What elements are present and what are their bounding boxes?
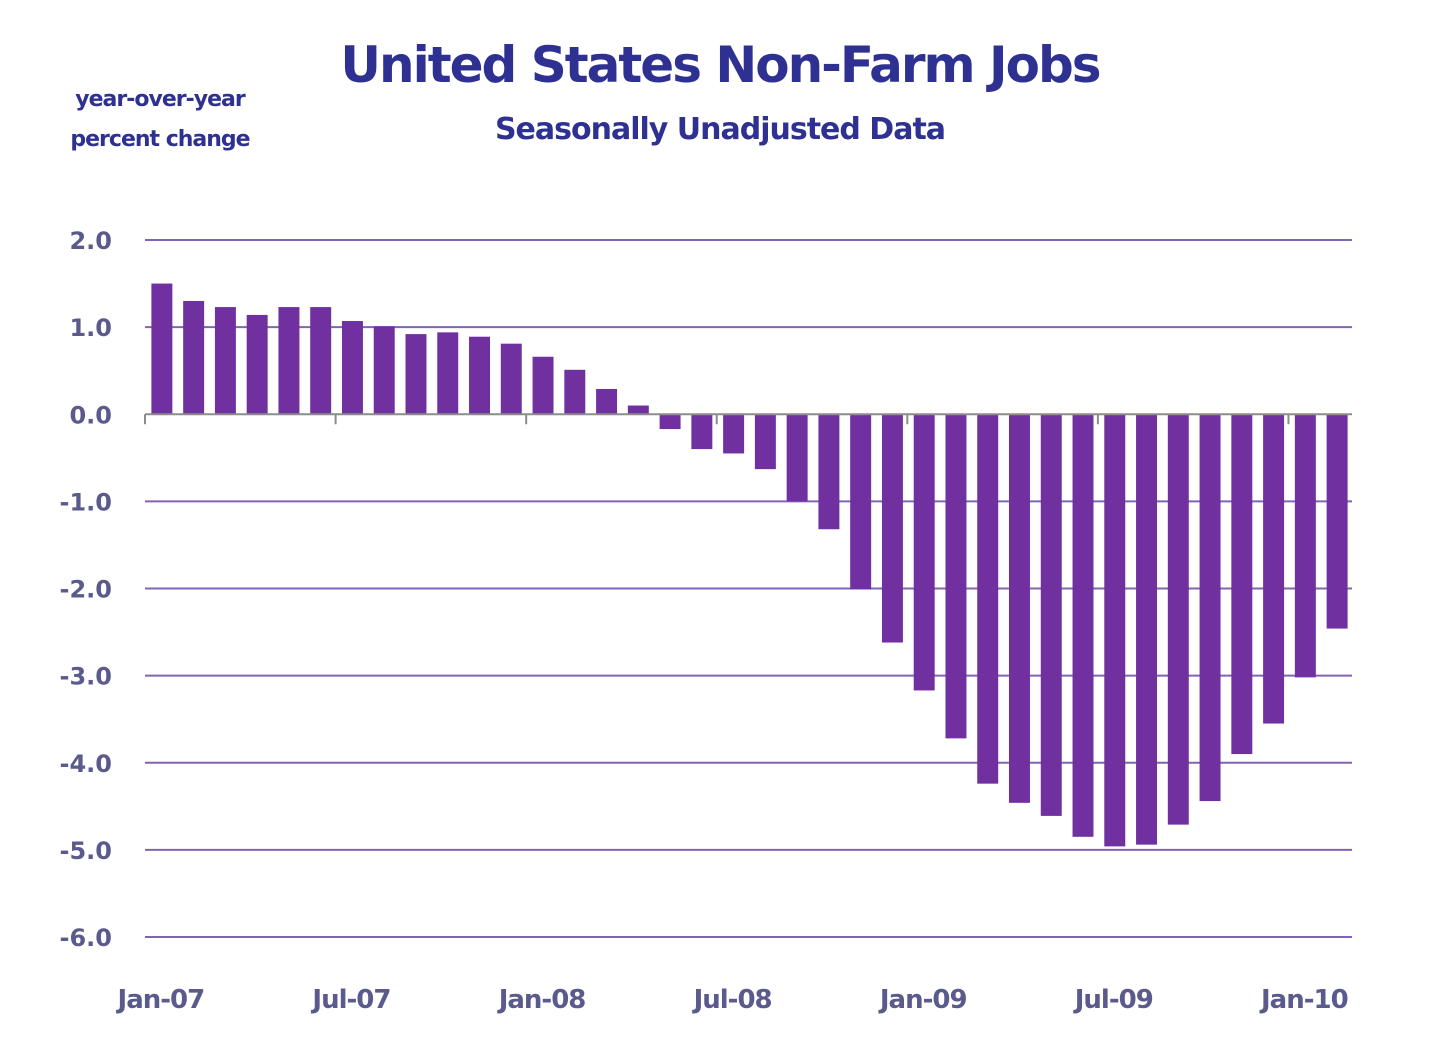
bar-feb-08: [564, 369, 586, 415]
x-tick-label: Jan-09: [878, 985, 967, 1015]
bar-dec-07: [500, 343, 522, 415]
bar-feb-09: [945, 414, 967, 739]
bar-jan-08: [532, 356, 554, 415]
bar-sep-08: [786, 414, 808, 502]
x-axis-ticks: Jan-07 Jul-07 Jan-08 Jul-08 Jan-09 Jul-09 Jan-…: [116, 985, 1349, 1015]
bar-jul-08: [723, 414, 745, 454]
bar-jun-08: [691, 414, 713, 450]
x-tick-label: Jan-08: [497, 985, 586, 1015]
y-tick-label: -1.0: [60, 488, 112, 516]
x-tick-label: Jul-07: [310, 985, 390, 1015]
bar-sep-09: [1167, 414, 1189, 825]
x-tick-label: Jul-09: [1073, 985, 1153, 1015]
y-tick-label: -6.0: [60, 924, 112, 952]
bar-mar-08: [596, 388, 618, 415]
y-tick-label: 1.0: [69, 314, 112, 342]
bar-may-09: [1040, 414, 1062, 816]
bar-feb-07: [183, 300, 205, 415]
bar-oct-08: [818, 414, 840, 530]
bar-mar-09: [977, 414, 999, 784]
chart-subtitle: Seasonally Unadjusted Data: [494, 112, 946, 147]
bar-sep-07: [405, 334, 427, 415]
chart-title: United States Non-Farm Jobs: [340, 36, 1101, 94]
bar-oct-09: [1199, 414, 1221, 802]
x-tick-label: Jul-08: [692, 985, 772, 1015]
bar-aug-08: [754, 414, 776, 470]
y-axis-label-line-1: year-over-year: [75, 87, 245, 112]
bar-jun-07: [310, 307, 332, 415]
y-tick-label: -2.0: [60, 576, 112, 604]
bar-feb-10: [1326, 414, 1348, 629]
bar-aug-07: [373, 326, 395, 415]
y-axis-label-line-2: percent change: [70, 127, 250, 152]
y-axis-label: year-over-year percent change: [40, 80, 280, 160]
bar-oct-07: [437, 332, 459, 415]
bar-apr-07: [246, 314, 268, 415]
y-tick-label: 2.0: [69, 227, 112, 255]
bar-jan-07: [151, 283, 173, 415]
y-tick-label: -5.0: [60, 837, 112, 865]
bar-nov-09: [1231, 414, 1253, 755]
bar-nov-07: [469, 336, 490, 415]
bar-jan-10: [1294, 414, 1316, 678]
x-axis: [144, 413, 1352, 425]
bar-mar-07: [214, 307, 236, 415]
bar-dec-09: [1263, 414, 1285, 724]
bar-jul-09: [1104, 414, 1126, 847]
x-tick-label: Jan-07: [116, 985, 205, 1015]
x-tick-label: Jan-10: [1259, 985, 1348, 1015]
y-tick-label: 0.0: [69, 401, 112, 429]
bar-jun-09: [1072, 414, 1094, 837]
bar-may-07: [278, 307, 300, 415]
y-axis-ticks: 2.0 1.0 0.0 -1.0 -2.0 -3.0 -4.0 -5.0 -6.0: [60, 227, 112, 952]
y-tick-label: -4.0: [60, 750, 112, 778]
bar-jan-09: [913, 414, 935, 691]
y-tick-label: -3.0: [60, 663, 112, 691]
bar-may-08: [659, 414, 681, 430]
bar-apr-08: [627, 405, 649, 415]
bar-jul-07: [341, 321, 363, 415]
bar-apr-09: [1009, 414, 1030, 803]
bar-aug-09: [1136, 414, 1158, 845]
bars: [151, 283, 1348, 847]
bar-nov-08: [850, 414, 872, 590]
bar-dec-08: [881, 414, 903, 643]
